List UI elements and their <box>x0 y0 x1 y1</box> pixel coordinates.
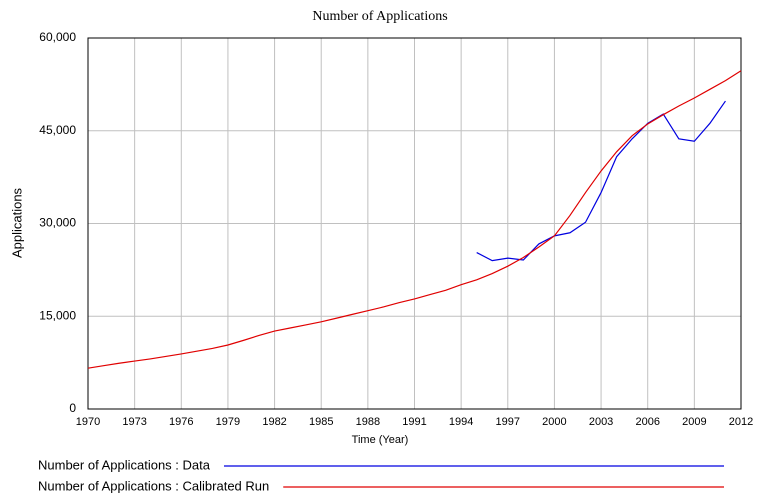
series-line <box>476 100 726 262</box>
x-tick-label: 2006 <box>635 416 659 428</box>
x-tick-label: 1994 <box>449 416 473 428</box>
x-tick-label: 1979 <box>216 416 240 428</box>
y-tick-label: 45,000 <box>39 123 76 137</box>
x-tick-label: 2012 <box>729 416 753 428</box>
plot-frame <box>87 37 742 410</box>
x-tick-label: 1997 <box>496 416 520 428</box>
x-tick-label: 1991 <box>402 416 426 428</box>
y-tick-label: 30,000 <box>39 216 76 230</box>
x-tick-label: 2000 <box>542 416 566 428</box>
x-tick-label: 2003 <box>589 416 613 428</box>
y-tick-label: 0 <box>69 401 76 415</box>
x-tick-label: 1988 <box>356 416 380 428</box>
x-tick-label: 1970 <box>76 416 100 428</box>
y-axis-label: Applications <box>9 187 24 258</box>
x-tick-label: 1973 <box>122 416 146 428</box>
legend-label: Number of Applications : Calibrated Run <box>38 478 269 493</box>
x-tick-label: 1982 <box>262 416 286 428</box>
x-axis-label: Time (Year) <box>352 434 409 446</box>
y-tick-label: 15,000 <box>39 308 76 322</box>
x-tick-label: 1976 <box>169 416 193 428</box>
x-tick-label: 1985 <box>309 416 333 428</box>
legend-label: Number of Applications : Data <box>38 457 211 472</box>
series-line <box>87 70 742 369</box>
chart-title: Number of Applications <box>312 9 447 24</box>
y-tick-label: 60,000 <box>39 30 76 44</box>
x-tick-label: 2009 <box>682 416 706 428</box>
